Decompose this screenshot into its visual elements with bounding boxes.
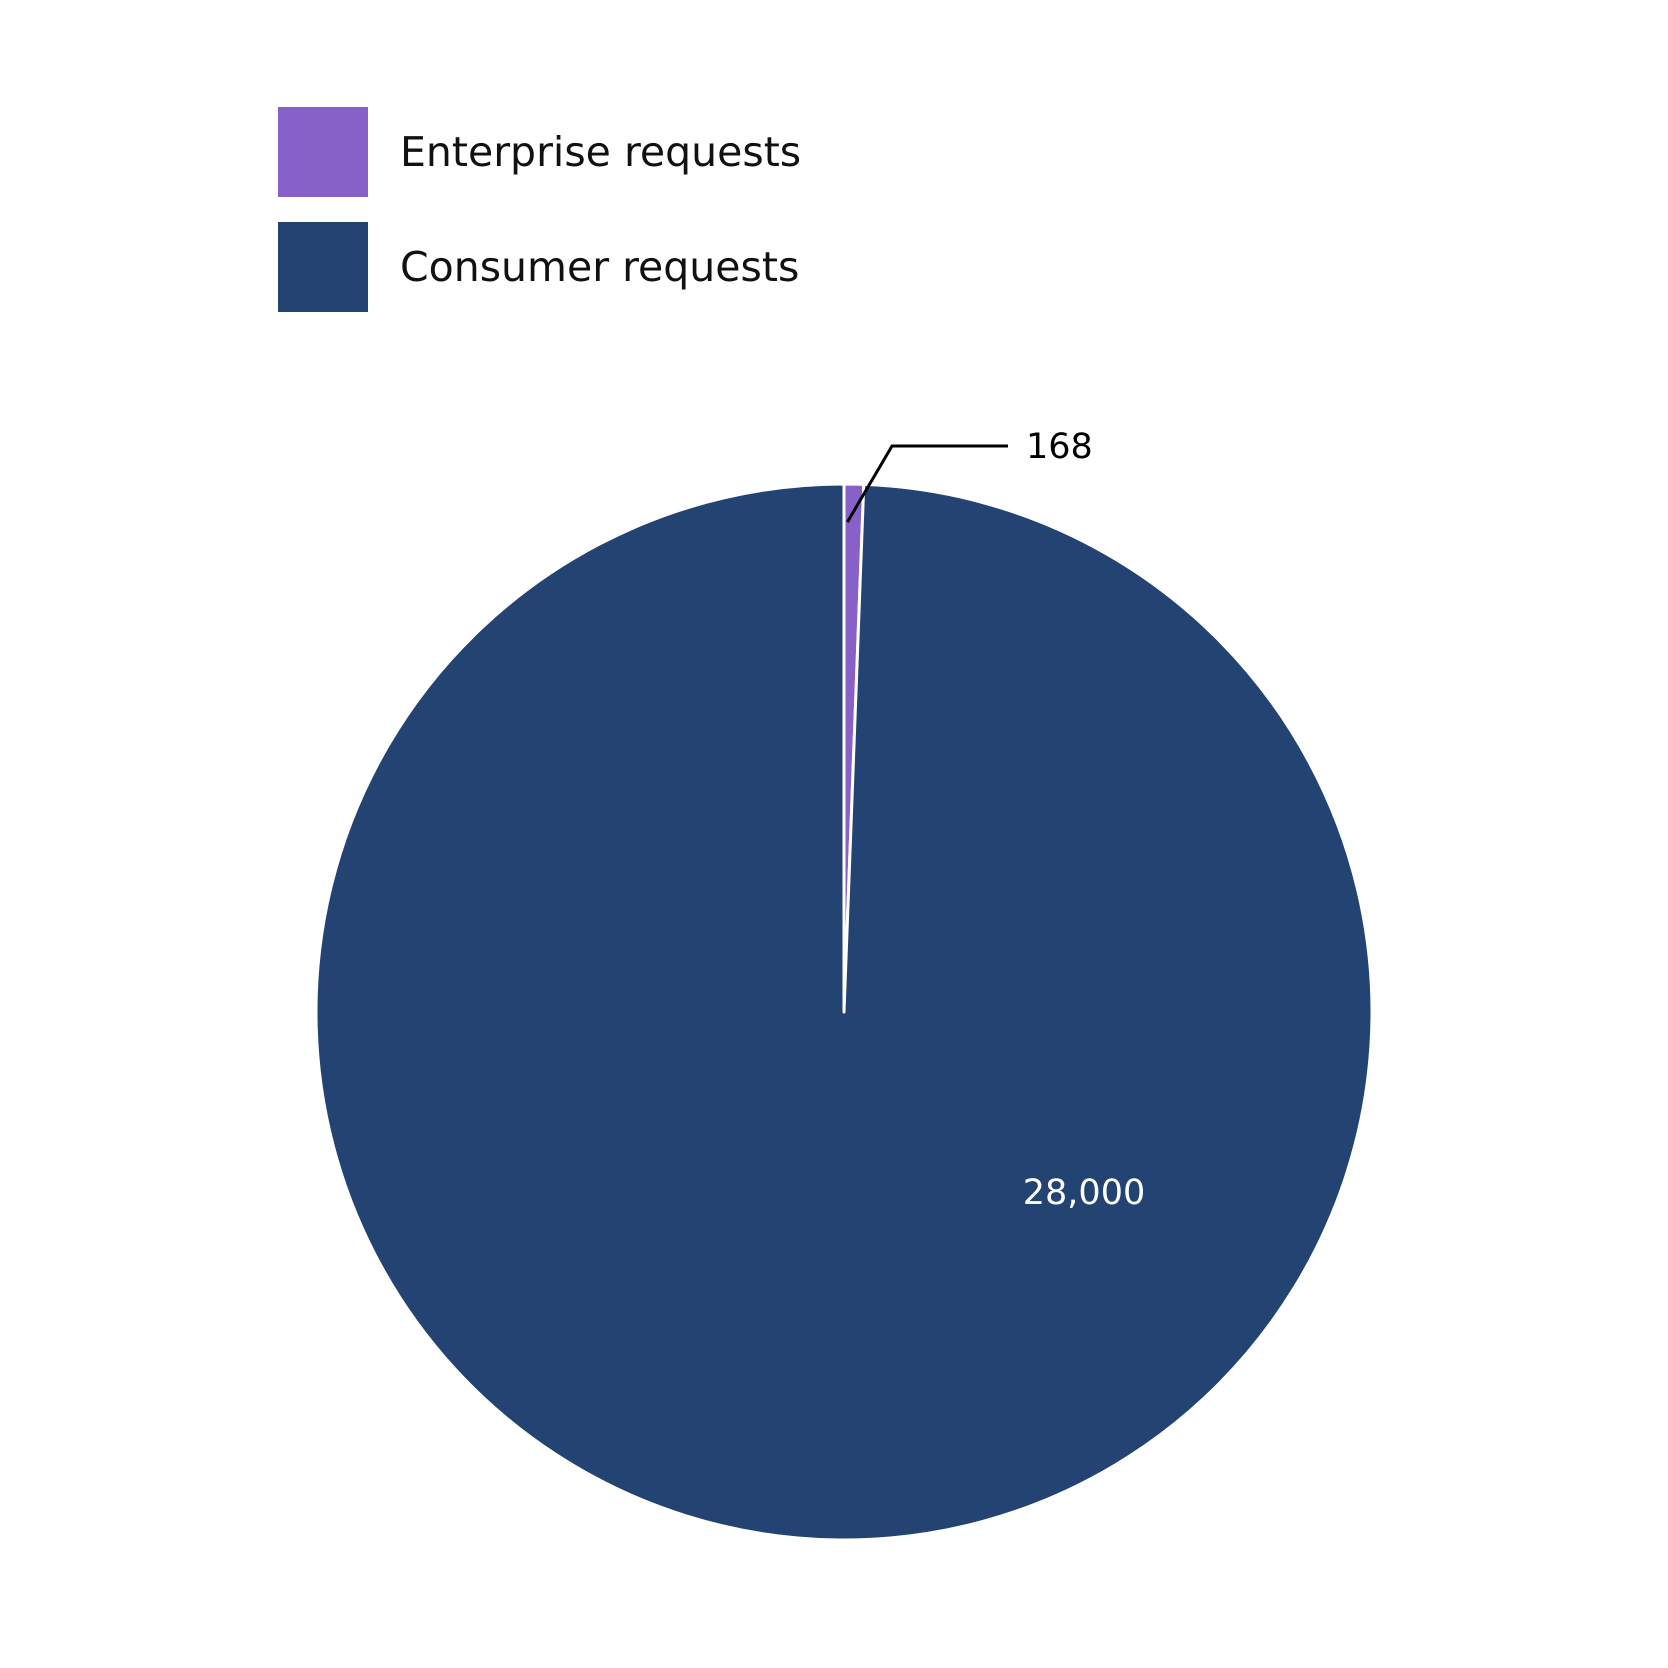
legend-item-enterprise: Enterprise requests (278, 107, 801, 197)
legend-item-consumer: Consumer requests (278, 222, 801, 312)
chart-legend: Enterprise requests Consumer requests (278, 107, 801, 337)
legend-swatch-enterprise (278, 107, 368, 197)
pie-slice-consumer (314, 482, 1374, 1542)
legend-label-consumer: Consumer requests (400, 243, 800, 291)
data-label-enterprise: 168 (1026, 427, 1093, 467)
pie-labels: 168 28,000 (846, 427, 1145, 1213)
data-label-consumer: 28,000 (1023, 1173, 1145, 1213)
pie-slices (314, 482, 1374, 1542)
legend-swatch-consumer (278, 222, 368, 312)
legend-label-enterprise: Enterprise requests (400, 128, 802, 176)
leader-line-enterprise (846, 444, 1008, 523)
